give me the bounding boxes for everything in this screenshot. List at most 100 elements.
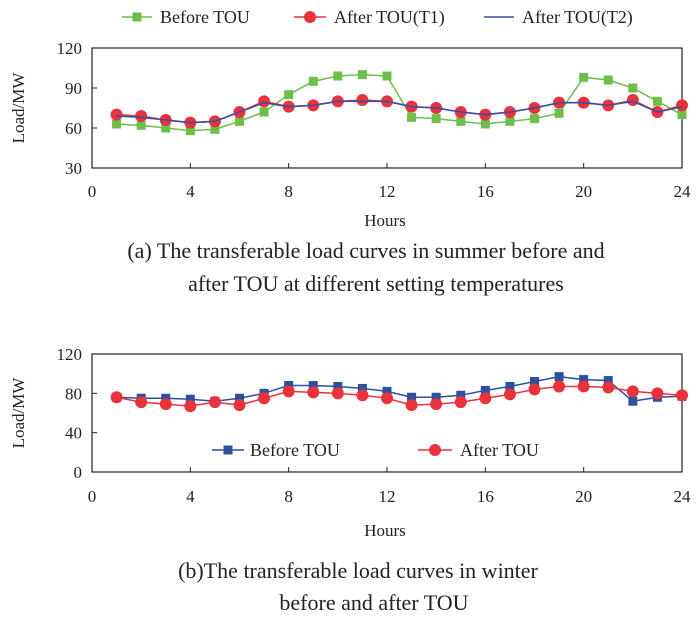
caption-line: after TOU at different setting temperatu…: [188, 271, 564, 296]
legend-label: Before TOU: [250, 440, 340, 460]
data-point: [626, 385, 639, 398]
data-point: [405, 399, 418, 412]
data-point: [505, 116, 515, 126]
plot-frame: [91, 47, 683, 169]
caption-line: (a) The transferable load curves in summ…: [127, 238, 604, 263]
x-tick-label: 20: [575, 487, 592, 506]
data-point: [110, 108, 123, 121]
data-point: [331, 387, 344, 400]
y-tick-label: 90: [65, 79, 82, 98]
data-point: [333, 71, 343, 81]
x-tick-label: 0: [88, 487, 97, 506]
x-tick-label: 4: [186, 487, 195, 506]
data-point: [185, 394, 195, 404]
x-axis-label: Hours: [364, 521, 406, 540]
legend-marker: [304, 11, 316, 23]
data-point: [233, 399, 246, 412]
series-before-tou: [112, 372, 687, 406]
data-point: [382, 71, 392, 81]
legend-label: After TOU(T1): [334, 7, 445, 28]
data-point: [579, 375, 589, 385]
data-point: [136, 120, 146, 130]
legend-label: After TOU(T2): [522, 7, 633, 28]
legend-entry: After TOU: [418, 440, 539, 460]
legend-label: Before TOU: [160, 7, 250, 27]
y-tick-label: 120: [57, 39, 83, 58]
series-line: [116, 375, 683, 402]
data-point: [677, 110, 687, 120]
data-point: [602, 381, 615, 394]
data-point: [530, 377, 539, 387]
series-after-tou: [110, 380, 688, 413]
data-point: [356, 94, 369, 106]
y-tick-label: 30: [65, 159, 82, 178]
data-point: [603, 75, 613, 85]
data-point: [185, 126, 195, 136]
y-axis-label: Load/MW: [9, 72, 28, 144]
data-point: [161, 123, 171, 133]
x-tick-label: 12: [379, 182, 396, 201]
data-point: [407, 392, 417, 402]
series-after-tou-t2-: [116, 100, 683, 124]
data-point: [676, 99, 688, 112]
y-tick-label: 120: [57, 345, 83, 364]
data-point: [135, 110, 148, 122]
legend: Before TOU After TOU: [212, 440, 539, 460]
legend: Before TOU After TOU(T1) After TOU(T2): [122, 7, 633, 28]
data-point: [159, 398, 172, 411]
data-point: [258, 95, 271, 108]
data-point: [456, 116, 466, 126]
data-point: [430, 398, 443, 411]
data-point: [530, 114, 539, 124]
x-axis-label: Hours: [364, 211, 406, 230]
legend-marker: [132, 12, 142, 22]
caption-line: (b)The transferable load curves in winte…: [178, 558, 538, 583]
x-tick-label: 4: [186, 182, 195, 201]
data-point: [579, 72, 589, 82]
x-tick-label: 8: [284, 487, 293, 506]
data-point: [112, 119, 122, 129]
data-point: [628, 83, 638, 93]
legend-marker: [429, 444, 441, 456]
data-point: [505, 381, 515, 391]
x-tick-label: 12: [379, 487, 396, 506]
x-tick-label: 16: [477, 487, 494, 506]
data-point: [308, 380, 318, 390]
data-point: [528, 383, 541, 396]
caption-line: before and after TOU: [279, 590, 468, 615]
data-point: [554, 372, 564, 382]
chart-summer: 30 60 90 120 0 4 8 12 16 20 24 Hours Load/MW Before T…: [9, 7, 691, 296]
data-point: [676, 389, 688, 402]
legend-marker: [223, 445, 233, 455]
legend-entry: Before TOU: [212, 440, 340, 460]
data-point: [503, 388, 516, 401]
x-tick-label: 8: [284, 182, 293, 201]
chart-winter: 0 40 80 120 0 4 8 12 16 20 24 Hours Load/MW Before TO…: [9, 345, 691, 615]
data-point: [381, 392, 393, 405]
data-point: [357, 70, 367, 80]
y-tick-label: 60: [65, 119, 82, 138]
x-tick-label: 24: [674, 182, 692, 201]
data-point: [333, 381, 343, 391]
data-point: [208, 396, 221, 409]
data-point: [628, 396, 638, 406]
data-point: [282, 385, 295, 398]
x-tick-label: 24: [674, 487, 692, 506]
data-point: [454, 396, 467, 409]
series-after-tou-t1-: [110, 94, 688, 129]
data-point: [357, 383, 367, 393]
data-point: [258, 392, 271, 405]
series-before-tou: [112, 70, 687, 136]
data-point: [480, 119, 490, 129]
data-point: [259, 107, 269, 117]
data-point: [652, 96, 662, 106]
x-tick-label: 0: [88, 182, 97, 201]
data-point: [308, 76, 318, 86]
data-point: [307, 386, 320, 399]
data-point: [431, 114, 441, 124]
data-point: [235, 393, 244, 403]
data-point: [356, 389, 369, 402]
data-point: [479, 392, 492, 405]
data-point: [184, 400, 197, 413]
